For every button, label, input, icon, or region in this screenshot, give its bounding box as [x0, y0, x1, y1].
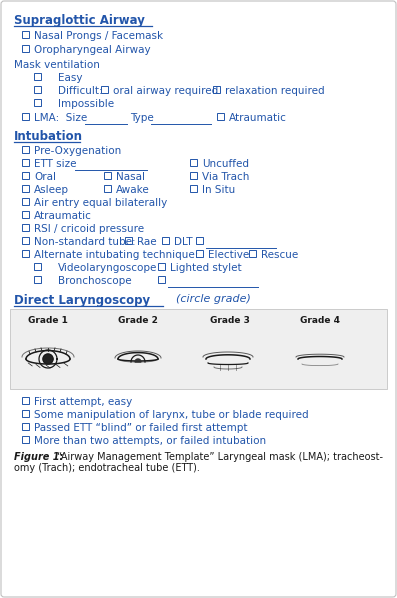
- Bar: [22, 31, 29, 38]
- Bar: [22, 423, 29, 430]
- Bar: [125, 237, 132, 244]
- Bar: [22, 237, 29, 244]
- Text: “Airway Management Template” Laryngeal mask (LMA); tracheost-: “Airway Management Template” Laryngeal m…: [57, 452, 383, 462]
- Bar: [249, 250, 256, 257]
- Text: Difficult:: Difficult:: [58, 86, 109, 96]
- Bar: [217, 113, 224, 120]
- Bar: [196, 250, 203, 257]
- Bar: [22, 224, 29, 231]
- Bar: [158, 276, 165, 283]
- Text: Some manipulation of larynx, tube or blade required: Some manipulation of larynx, tube or bla…: [34, 410, 308, 420]
- Bar: [22, 436, 29, 443]
- Bar: [22, 113, 29, 120]
- Text: Awake: Awake: [116, 185, 150, 195]
- Text: Non-standard tube:: Non-standard tube:: [34, 237, 139, 247]
- Text: Atraumatic: Atraumatic: [229, 113, 287, 123]
- Text: Grade 1: Grade 1: [28, 316, 68, 325]
- Text: ETT size: ETT size: [34, 159, 77, 169]
- Text: Alternate intubating technique:: Alternate intubating technique:: [34, 250, 202, 260]
- Bar: [22, 159, 29, 166]
- Text: omy (Trach); endotracheal tube (ETT).: omy (Trach); endotracheal tube (ETT).: [14, 463, 200, 473]
- Bar: [162, 237, 169, 244]
- Text: Videolaryngoscope: Videolaryngoscope: [58, 263, 157, 273]
- Bar: [158, 263, 165, 270]
- Text: First attempt, easy: First attempt, easy: [34, 397, 132, 407]
- Bar: [190, 185, 197, 192]
- Text: DLT: DLT: [174, 237, 193, 247]
- Text: Bronchoscope: Bronchoscope: [58, 276, 132, 286]
- Text: oral airway required: oral airway required: [113, 86, 225, 96]
- Bar: [190, 172, 197, 179]
- Text: Air entry equal bilaterally: Air entry equal bilaterally: [34, 198, 167, 208]
- Bar: [196, 237, 203, 244]
- Text: Rescue: Rescue: [261, 250, 298, 260]
- Bar: [34, 276, 41, 283]
- Bar: [22, 146, 29, 153]
- Bar: [10, 309, 387, 389]
- Text: LMA:  Size: LMA: Size: [34, 113, 87, 123]
- Bar: [22, 185, 29, 192]
- Bar: [34, 86, 41, 93]
- Text: Via Trach: Via Trach: [202, 172, 249, 182]
- Text: Impossible: Impossible: [58, 99, 114, 109]
- Text: Supraglottic Airway: Supraglottic Airway: [14, 14, 145, 27]
- Bar: [22, 211, 29, 218]
- Bar: [104, 172, 111, 179]
- Text: (circle grade): (circle grade): [176, 294, 251, 304]
- Text: RSI / cricoid pressure: RSI / cricoid pressure: [34, 224, 144, 234]
- Text: In Situ: In Situ: [202, 185, 235, 195]
- Polygon shape: [43, 354, 53, 364]
- Bar: [22, 198, 29, 205]
- Text: Type: Type: [130, 113, 154, 123]
- Polygon shape: [135, 359, 141, 362]
- Bar: [22, 45, 29, 52]
- Text: relaxation required: relaxation required: [225, 86, 325, 96]
- Text: More than two attempts, or failed intubation: More than two attempts, or failed intuba…: [34, 436, 266, 446]
- Text: Pre-Oxygenation: Pre-Oxygenation: [34, 146, 121, 156]
- Bar: [34, 263, 41, 270]
- Text: Atraumatic: Atraumatic: [34, 211, 92, 221]
- Bar: [22, 250, 29, 257]
- Bar: [104, 185, 111, 192]
- Bar: [101, 86, 108, 93]
- Text: Direct Laryngoscopy: Direct Laryngoscopy: [14, 294, 150, 307]
- Text: Oropharyngeal Airway: Oropharyngeal Airway: [34, 45, 150, 55]
- Text: Uncuffed: Uncuffed: [202, 159, 249, 169]
- Text: Grade 4: Grade 4: [300, 316, 340, 325]
- Text: Intubation: Intubation: [14, 130, 83, 143]
- Text: Passed ETT “blind” or failed first attempt: Passed ETT “blind” or failed first attem…: [34, 423, 247, 433]
- Bar: [34, 73, 41, 80]
- Text: Lighted stylet: Lighted stylet: [170, 263, 242, 273]
- Bar: [22, 410, 29, 417]
- Text: Elective: Elective: [208, 250, 249, 260]
- Text: Grade 2: Grade 2: [118, 316, 158, 325]
- Text: Grade 3: Grade 3: [210, 316, 250, 325]
- Text: Mask ventilation: Mask ventilation: [14, 60, 100, 70]
- Text: Oral: Oral: [34, 172, 56, 182]
- Bar: [34, 99, 41, 106]
- Text: Nasal Prongs / Facemask: Nasal Prongs / Facemask: [34, 31, 163, 41]
- Bar: [213, 86, 220, 93]
- Text: Easy: Easy: [58, 73, 83, 83]
- Text: Asleep: Asleep: [34, 185, 69, 195]
- Text: Nasal: Nasal: [116, 172, 145, 182]
- Text: Rae: Rae: [137, 237, 157, 247]
- Bar: [190, 159, 197, 166]
- Text: Figure 1:: Figure 1:: [14, 452, 64, 462]
- Bar: [22, 397, 29, 404]
- Bar: [22, 172, 29, 179]
